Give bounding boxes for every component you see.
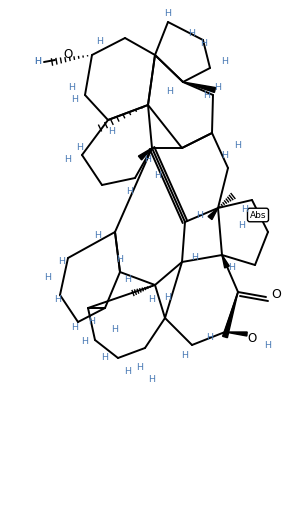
Text: H: H xyxy=(188,28,196,38)
Text: H: H xyxy=(206,333,214,342)
Text: O: O xyxy=(248,332,256,344)
Text: H: H xyxy=(221,57,229,67)
Polygon shape xyxy=(208,208,218,219)
Text: H: H xyxy=(235,141,242,149)
Text: H: H xyxy=(94,231,101,239)
Text: H: H xyxy=(44,273,52,282)
Text: H: H xyxy=(148,375,155,385)
Text: H: H xyxy=(71,96,79,105)
Text: H: H xyxy=(238,220,245,230)
Text: H: H xyxy=(145,155,152,165)
Text: H: H xyxy=(229,264,236,272)
Text: H: H xyxy=(265,340,272,350)
Text: H: H xyxy=(64,155,71,165)
Text: H: H xyxy=(58,258,65,267)
Text: H: H xyxy=(76,143,83,152)
Text: H: H xyxy=(221,150,229,160)
Polygon shape xyxy=(183,82,216,92)
Polygon shape xyxy=(225,332,247,336)
Text: H: H xyxy=(191,253,199,263)
Text: O: O xyxy=(271,289,281,302)
Text: H: H xyxy=(200,40,208,48)
Text: H: H xyxy=(82,337,88,346)
Text: H: H xyxy=(109,128,116,137)
Text: H: H xyxy=(68,83,76,92)
Text: H: H xyxy=(124,275,131,284)
Text: H: H xyxy=(214,83,221,92)
Text: O: O xyxy=(63,48,73,61)
Text: H: H xyxy=(116,256,124,265)
Text: H: H xyxy=(196,210,203,219)
Polygon shape xyxy=(223,292,238,338)
Text: H: H xyxy=(97,38,104,47)
Text: H: H xyxy=(71,324,79,333)
Text: H: H xyxy=(167,87,173,97)
Polygon shape xyxy=(138,148,152,160)
Text: H: H xyxy=(34,57,41,67)
Text: H: H xyxy=(127,187,134,197)
Text: H: H xyxy=(154,171,161,179)
Text: H: H xyxy=(55,296,62,304)
Text: H: H xyxy=(203,91,211,101)
Polygon shape xyxy=(222,255,229,268)
Text: H: H xyxy=(124,367,131,376)
Text: H: H xyxy=(164,9,172,17)
Text: H: H xyxy=(34,57,41,67)
Text: H: H xyxy=(112,326,118,334)
Text: Abs: Abs xyxy=(250,210,266,219)
Text: H: H xyxy=(88,318,95,327)
Text: H: H xyxy=(101,354,109,363)
Text: H: H xyxy=(182,351,188,360)
Text: H: H xyxy=(148,296,155,304)
Text: H: H xyxy=(164,294,172,302)
Text: H: H xyxy=(242,206,248,214)
Text: H: H xyxy=(136,364,143,372)
